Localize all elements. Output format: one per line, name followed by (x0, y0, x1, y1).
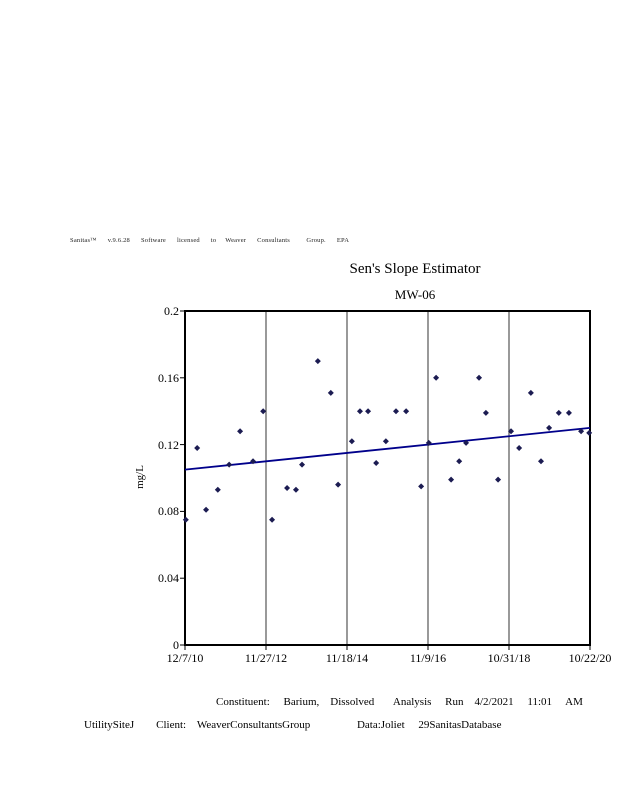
data-point (482, 409, 489, 416)
data-point (314, 358, 321, 365)
x-tick-label: 10/31/18 (487, 651, 531, 665)
y-tick-label: 0.08 (158, 504, 179, 519)
data-point (260, 408, 267, 415)
y-axis-label: mg/L (134, 465, 146, 489)
data-point (578, 428, 585, 435)
y-tick-label: 0.04 (158, 571, 179, 586)
data-point (348, 438, 355, 445)
footer-constituent-line: Constituent: Barium, Dissolved Analysis … (216, 696, 583, 708)
data-point (327, 389, 334, 396)
plot-area (180, 310, 593, 650)
chart-title: Sen's Slope Estimator (349, 261, 481, 277)
y-tick-label: 0.12 (158, 437, 179, 452)
x-tick-label: 12/7/10 (166, 651, 204, 665)
chart-canvas (180, 310, 593, 650)
data-point (495, 476, 502, 483)
data-point (508, 428, 515, 435)
data-point (433, 374, 440, 381)
data-point (456, 458, 463, 465)
footer-site-line: UtilitySiteJ Client: WeaverConsultantsGr… (84, 719, 502, 731)
data-point (356, 408, 363, 415)
software-watermark: Sanitas™ v.9.6.28 Software licensed to W… (70, 237, 350, 244)
data-point (516, 444, 523, 451)
plot-border (184, 310, 591, 646)
data-point (463, 439, 470, 446)
data-point (299, 461, 306, 468)
data-point (182, 516, 189, 523)
data-point (565, 409, 572, 416)
x-tick-label: 11/9/16 (409, 651, 447, 665)
data-point (214, 486, 221, 493)
data-point (476, 374, 483, 381)
y-tick-label: 0.2 (164, 304, 179, 318)
data-point (418, 483, 425, 490)
y-tick-label: 0.16 (158, 370, 179, 385)
x-tick-label: 11/27/12 (244, 651, 288, 665)
data-point (527, 389, 534, 396)
data-point (393, 408, 400, 415)
data-point (203, 506, 210, 513)
x-tick-label: 10/22/20 (568, 651, 612, 665)
data-point (237, 428, 244, 435)
x-tick-label: 11/18/14 (325, 651, 369, 665)
data-point (226, 461, 233, 468)
data-point (373, 459, 380, 466)
data-point (382, 438, 389, 445)
data-point (194, 444, 201, 451)
data-point (365, 408, 372, 415)
y-tick-label: 0 (173, 638, 179, 652)
data-point (284, 485, 291, 492)
data-point (335, 481, 342, 488)
data-point (425, 439, 432, 446)
data-point (537, 458, 544, 465)
data-point (555, 409, 562, 416)
well-id-subtitle: MW-06 (394, 287, 436, 302)
data-point (546, 424, 553, 431)
data-point (448, 476, 455, 483)
data-point (403, 408, 410, 415)
data-point (586, 429, 593, 436)
data-point (269, 516, 276, 523)
data-point (250, 458, 257, 465)
data-point (292, 486, 299, 493)
trend-line (184, 427, 591, 471)
